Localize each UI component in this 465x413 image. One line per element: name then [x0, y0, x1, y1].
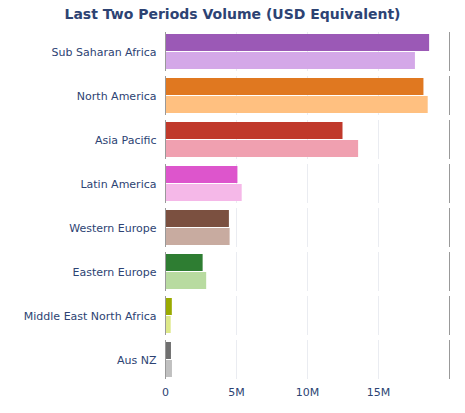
- svg-text:Middle East North Africa: Middle East North Africa: [24, 310, 157, 323]
- svg-text:5M: 5M: [228, 386, 245, 399]
- svg-text:Latin America: Latin America: [80, 178, 156, 191]
- svg-text:Eastern Europe: Eastern Europe: [73, 266, 157, 279]
- svg-text:Aus NZ: Aus NZ: [117, 354, 157, 367]
- svg-text:North America: North America: [77, 90, 157, 103]
- svg-text:Asia Pacific: Asia Pacific: [95, 134, 157, 147]
- svg-text:0: 0: [162, 386, 169, 399]
- svg-text:15M: 15M: [367, 386, 391, 399]
- svg-text:Sub Saharan Africa: Sub Saharan Africa: [52, 46, 157, 59]
- html-text:Last Two Periods Volume (USD E: Last Two Periods Volume (USD Equivalent): [64, 6, 401, 22]
- svg-text:10M: 10M: [296, 386, 320, 399]
- svg-text:Western Europe: Western Europe: [69, 222, 157, 235]
